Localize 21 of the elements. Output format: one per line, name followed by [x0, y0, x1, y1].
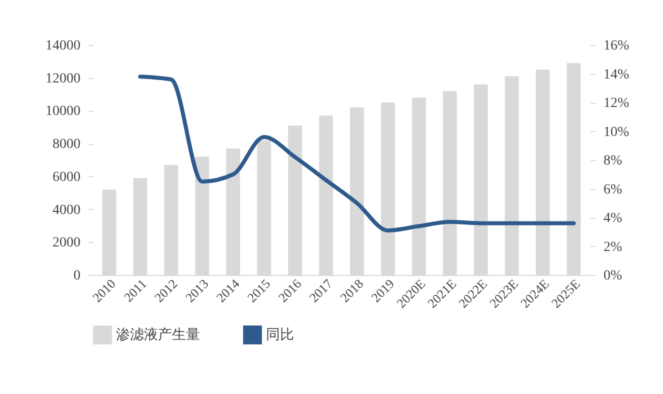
y2-tick-label: 14%	[604, 67, 630, 82]
y-tick-label: 0	[74, 268, 80, 284]
y2-tick-label: 12%	[604, 96, 630, 111]
y2-tick-label: 8%	[604, 154, 622, 168]
y-tick-label: 12000	[46, 71, 80, 86]
y-tick-label: 2000	[52, 236, 80, 251]
line-series	[138, 74, 576, 232]
y-tick-label: 10000	[46, 104, 80, 120]
y-tick-label: 8000	[52, 137, 80, 152]
y2-tick-label: 16%	[604, 38, 630, 54]
y2-tick-label: 6%	[604, 182, 622, 198]
y2-tick-label: 0%	[604, 268, 622, 284]
legend-label: 同比	[266, 326, 294, 343]
y2-tick-label: 10%	[604, 124, 630, 140]
y2-tick-label: 2%	[604, 240, 622, 255]
x-tick-label: 2011	[120, 276, 150, 305]
y-tick-label: 6000	[52, 170, 80, 185]
y-tick-label: 14000	[46, 38, 80, 54]
y2-tick-label: 4%	[604, 211, 622, 226]
legend-label: 渗滤液产生量	[116, 326, 200, 343]
y-tick-label: 4000	[52, 202, 80, 218]
